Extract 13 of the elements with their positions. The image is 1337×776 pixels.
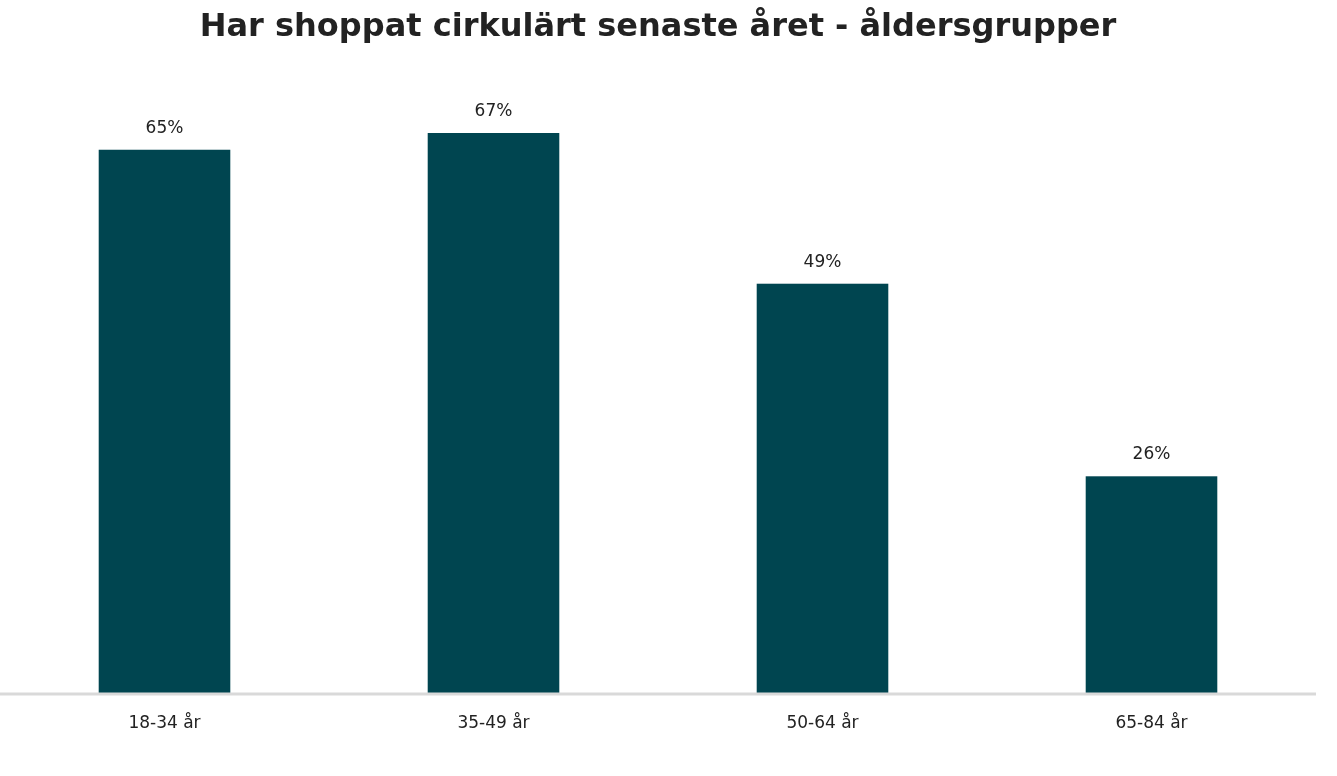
- bar: [756, 283, 889, 694]
- x-tick-label: 65-84 år: [1115, 712, 1188, 732]
- data-label: 65%: [145, 116, 184, 137]
- bar: [427, 133, 560, 694]
- x-tick-label: 35-49 år: [457, 712, 530, 732]
- chart-title: Har shoppat cirkulärt senaste året - åldersgrupper: [199, 6, 1117, 44]
- data-label: 26%: [1132, 443, 1171, 464]
- data-label: 67%: [474, 100, 513, 120]
- x-tick-label: 50-64 år: [786, 712, 859, 732]
- bar: [1085, 476, 1218, 694]
- bar: [98, 149, 231, 694]
- x-tick-label: 18-34 år: [128, 712, 201, 732]
- data-label: 49%: [803, 250, 842, 271]
